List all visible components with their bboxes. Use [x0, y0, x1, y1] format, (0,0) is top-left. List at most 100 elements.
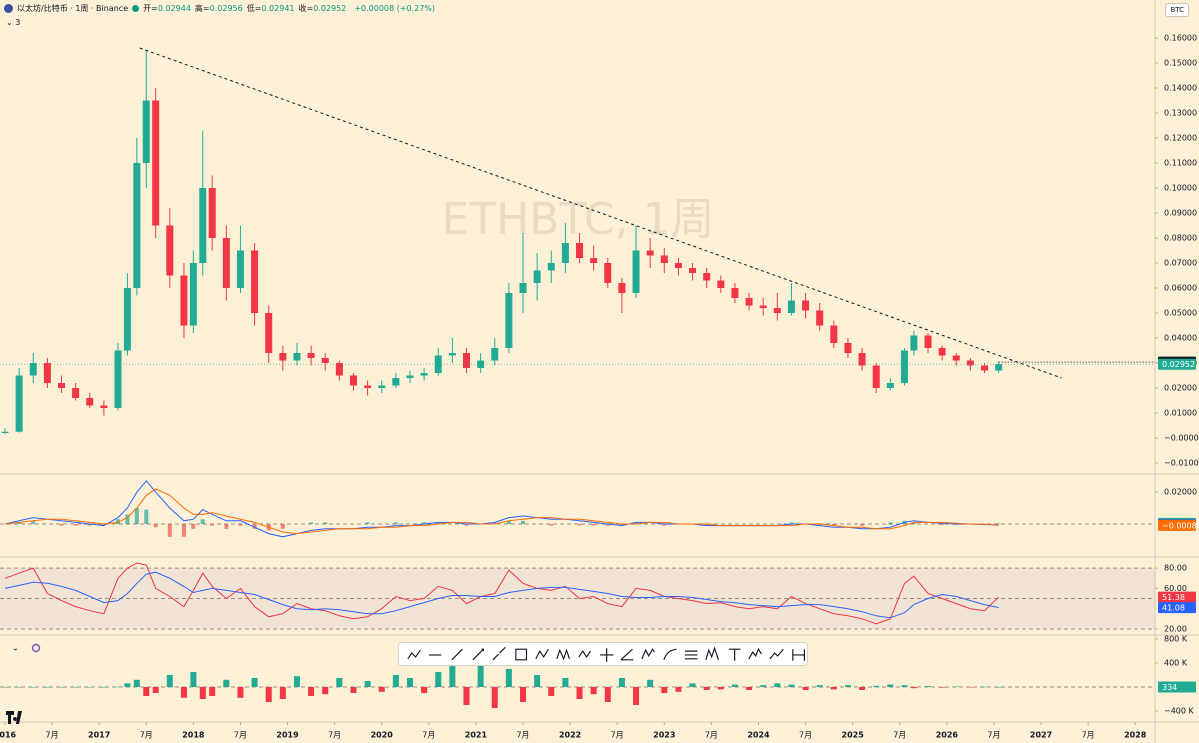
volume-bar [491, 686, 498, 708]
volume-bar [209, 686, 216, 696]
tool-icon[interactable] [661, 645, 679, 664]
volume-bar [802, 686, 809, 690]
candle-body [321, 358, 329, 363]
tool-glyph [492, 646, 507, 660]
x-tick-label: 2018 [182, 731, 205, 740]
ohlc-label: 高 [194, 4, 203, 13]
tool-icon[interactable] [789, 645, 807, 664]
pane-settings[interactable] [31, 643, 41, 653]
tool-icon[interactable] [576, 645, 594, 664]
watermark: ETHBTC, 1周 [442, 194, 715, 245]
price-tag-label: 41.08 [1162, 604, 1185, 613]
tool-icon[interactable] [725, 645, 743, 664]
y-tick-label: 400 K [1164, 658, 1188, 667]
volume-bar [939, 686, 946, 688]
histogram-bar [704, 524, 709, 526]
y-tick-label: 0.07000 [1164, 259, 1197, 268]
candle-body [265, 313, 273, 353]
x-tick-label: 2020 [371, 731, 394, 740]
symbol[interactable]: 以太坊/比特币 · 1周 · Binance [17, 4, 129, 13]
volume-bar [392, 674, 399, 687]
histogram-bar [521, 520, 526, 525]
candle-body [166, 225, 174, 276]
histogram-bar [309, 522, 314, 525]
candle-body [251, 250, 259, 313]
candle-body [448, 353, 456, 356]
volume-bar [859, 686, 866, 690]
volume-bar [378, 686, 385, 692]
indicators-toggle[interactable]: ⌄ 3 [6, 18, 21, 27]
tool-icon[interactable] [469, 645, 487, 664]
tool-icon[interactable] [448, 645, 466, 664]
candle-body [872, 365, 880, 388]
x-tick-label: 2026 [936, 731, 959, 740]
y-tick-label: 0.01000 [1164, 409, 1197, 418]
tool-glyph [620, 648, 634, 660]
ohlc-value: 0.02941 [261, 4, 295, 13]
tool-glyph [535, 648, 549, 659]
y-tick-label: 0.11000 [1164, 159, 1197, 168]
candle-body [29, 363, 37, 376]
tool-icon[interactable] [682, 645, 700, 664]
histogram-bar [789, 522, 794, 525]
candle-body [307, 353, 315, 358]
volume-bar [279, 686, 286, 699]
x-tick-label: 2019 [276, 731, 299, 740]
volume-bar [873, 685, 880, 687]
histogram-bar [634, 522, 639, 525]
volume-bar [322, 686, 329, 695]
histogram-bar [252, 524, 257, 529]
candle-body [547, 263, 555, 271]
tool-glyph [599, 647, 614, 662]
volume-bar [830, 686, 837, 690]
ohlc-value: 0.02944 [157, 4, 191, 13]
candle-body [189, 263, 197, 326]
candle-body [924, 335, 932, 348]
candle-body [938, 348, 946, 356]
volume-bar [463, 686, 470, 705]
tool-glyph [451, 648, 463, 660]
tool-icon[interactable] [512, 645, 530, 664]
tool-icon[interactable] [618, 645, 636, 664]
tool-icon[interactable] [767, 645, 785, 664]
tool-icon[interactable] [703, 645, 721, 664]
tool-icon[interactable] [639, 645, 657, 664]
pane-collapse[interactable]: ⌄ [12, 644, 19, 653]
x-tick-label: 2021 [465, 731, 488, 740]
tool-icon[interactable] [490, 645, 508, 664]
candle-body [335, 363, 343, 376]
y-tick-label: 0.09000 [1164, 209, 1197, 218]
tool-icon[interactable] [426, 645, 444, 664]
histogram-bar [134, 508, 139, 525]
tool-icon[interactable] [405, 645, 423, 664]
candle-body [703, 273, 711, 281]
tool-glyph [407, 649, 421, 659]
histogram-bar [210, 524, 215, 526]
candle-body [236, 250, 244, 288]
currency-button[interactable]: BTC [1165, 3, 1189, 17]
tool-icon[interactable] [554, 645, 572, 664]
ohlc-value: 0.02952 [313, 4, 347, 13]
trendline [139, 47, 1062, 379]
volume-bar [166, 674, 173, 687]
candle-body [632, 250, 640, 293]
tool-glyph [663, 648, 677, 660]
tool-icon[interactable] [597, 645, 615, 664]
tool-glyph [748, 647, 762, 659]
histogram-bar [280, 524, 285, 529]
histogram-bar [238, 524, 243, 526]
candle-body [590, 258, 598, 263]
tool-icon[interactable] [533, 645, 551, 664]
indicator-line [4, 480, 999, 538]
price-tag [1158, 591, 1196, 603]
candle-body [995, 364, 1003, 371]
histogram-bar [167, 524, 172, 537]
x-tick-label: 7月 [46, 731, 59, 740]
histogram-bar [59, 524, 64, 526]
tool-glyph [641, 647, 656, 659]
tool-icon[interactable] [746, 645, 764, 664]
candle-body [142, 100, 150, 163]
volume-bar [534, 674, 541, 687]
